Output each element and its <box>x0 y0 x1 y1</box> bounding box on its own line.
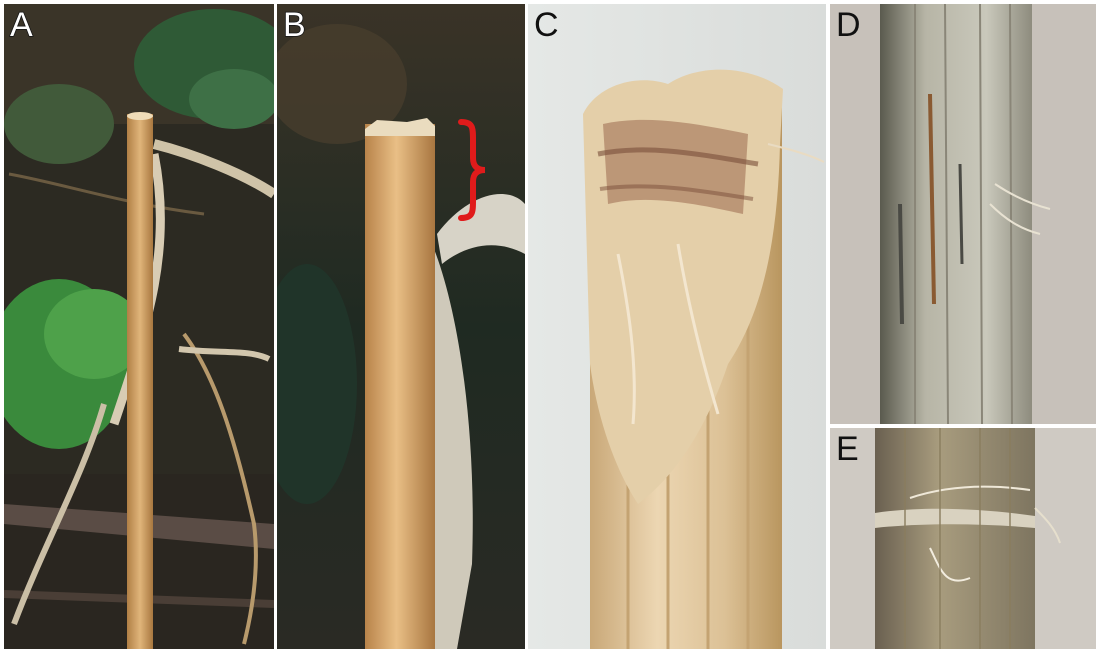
panel-c-photo <box>528 4 826 649</box>
panel-c: C <box>528 4 826 649</box>
panel-d-label: D <box>836 6 861 44</box>
annotation-bracket <box>458 119 486 221</box>
panel-d: D <box>830 4 1096 424</box>
panel-b: B <box>277 4 525 649</box>
panel-e: E <box>830 428 1096 649</box>
panel-a-label: A <box>9 6 33 44</box>
panel-a-photo <box>4 4 274 649</box>
panel-a: A <box>4 4 274 649</box>
panel-b-photo <box>277 4 525 649</box>
panel-e-label: E <box>836 430 859 468</box>
panel-d-photo <box>830 4 1096 424</box>
panel-c-label: C <box>534 6 559 44</box>
panel-b-label: B <box>282 6 306 44</box>
panel-e-photo <box>830 428 1096 649</box>
